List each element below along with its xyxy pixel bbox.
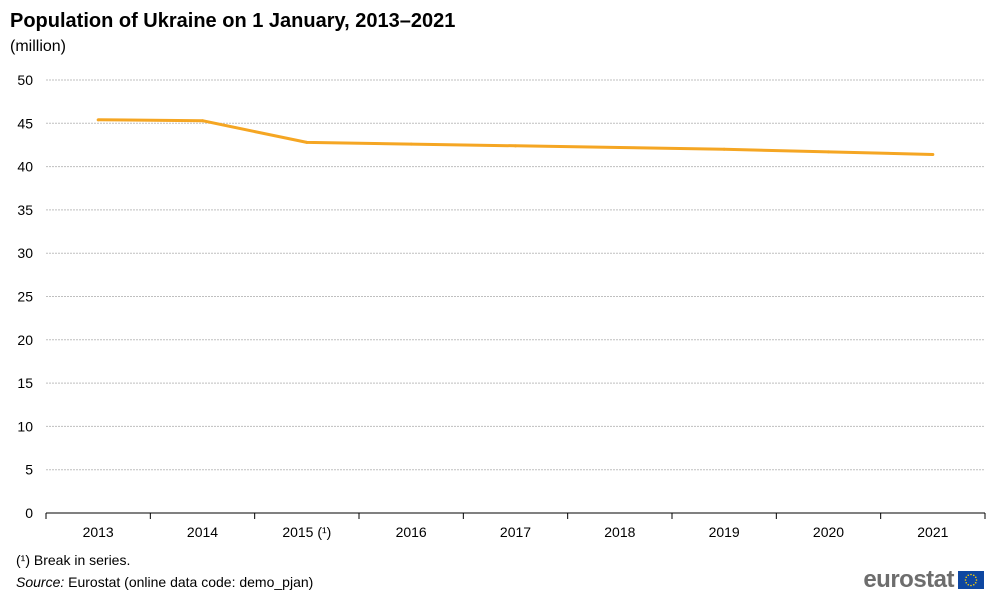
x-tick-label: 2019 <box>709 524 740 540</box>
x-tick-label: 2014 <box>187 524 218 540</box>
data-point <box>827 150 830 154</box>
x-tick-label: 2015 (¹) <box>282 524 331 540</box>
source-text: Eurostat (online data code: demo_pjan) <box>64 574 314 590</box>
eurostat-logo: eurostat <box>863 568 984 592</box>
x-tick-label: 2018 <box>604 524 635 540</box>
footnote: (¹) Break in series. <box>16 552 131 568</box>
x-tick-label: 2017 <box>500 524 531 540</box>
eu-flag-icon <box>958 571 984 589</box>
y-tick-label: 25 <box>17 289 33 305</box>
x-tick-label: 2020 <box>813 524 844 540</box>
source-label: Source: <box>16 574 65 590</box>
y-tick-label: 50 <box>17 72 33 88</box>
data-point <box>409 142 413 146</box>
x-tick-label: 2013 <box>83 524 114 540</box>
x-tick-label: 2021 <box>917 524 948 540</box>
y-tick-label: 45 <box>17 115 33 131</box>
data-point <box>514 144 517 148</box>
x-tick-label: 2016 <box>396 524 427 540</box>
data-point <box>722 147 726 151</box>
source-note: Source: Eurostat (online data code: demo… <box>16 574 313 590</box>
data-point <box>931 152 935 156</box>
y-tick-label: 0 <box>25 505 33 521</box>
data-point <box>618 146 622 150</box>
y-tick-label: 40 <box>17 159 33 175</box>
data-point <box>201 119 204 123</box>
data-point <box>96 118 100 122</box>
chart-subtitle: (million) <box>10 38 66 55</box>
y-tick-label: 5 <box>25 462 33 478</box>
data-point <box>305 140 309 144</box>
y-tick-label: 35 <box>17 202 33 218</box>
logo-text: eurostat <box>863 566 954 593</box>
y-tick-label: 20 <box>17 332 33 348</box>
series-line <box>98 118 933 156</box>
chart-title: Population of Ukraine on 1 January, 2013… <box>10 10 456 32</box>
y-tick-label: 30 <box>17 245 33 261</box>
y-tick-label: 10 <box>17 418 33 434</box>
y-tick-label: 15 <box>17 375 33 391</box>
